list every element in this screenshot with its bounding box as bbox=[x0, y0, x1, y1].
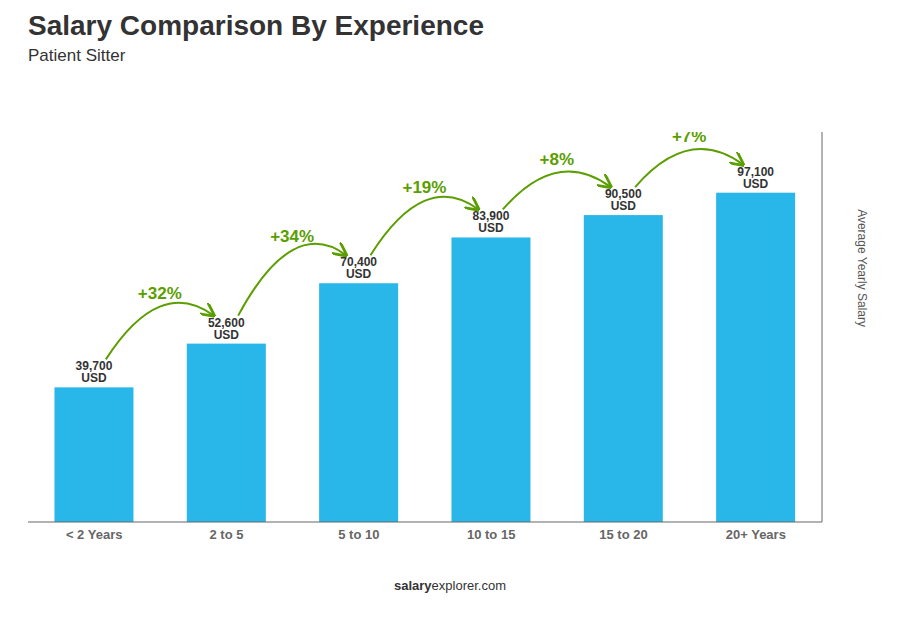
svg-text:+7%: +7% bbox=[672, 132, 707, 146]
svg-text:5 to 10: 5 to 10 bbox=[338, 527, 379, 542]
svg-text:10 to 15: 10 to 15 bbox=[467, 527, 515, 542]
html-text:Salary Comparison By Experienc: Salary Comparison By Experience bbox=[28, 10, 484, 41]
svg-text:90,500USD: 90,500USD bbox=[605, 187, 642, 213]
svg-text:70,400USD: 70,400USD bbox=[340, 255, 377, 281]
svg-text:2 to 5: 2 to 5 bbox=[210, 527, 244, 542]
svg-text:< 2 Years: < 2 Years bbox=[66, 527, 123, 542]
svg-text:15 to 20: 15 to 20 bbox=[599, 527, 647, 542]
svg-text:+32%: +32% bbox=[138, 284, 182, 303]
svg-text:Average Yearly Salary: Average Yearly Salary bbox=[855, 209, 869, 327]
svg-text:20+ Years: 20+ Years bbox=[726, 527, 786, 542]
html-text:salary explorer.com: salary explorer.com bbox=[394, 578, 506, 593]
svg-text:+19%: +19% bbox=[402, 178, 446, 197]
svg-text:83,900USD: 83,900USD bbox=[473, 209, 510, 235]
html-text:Patient Sitter: Patient Sitter bbox=[28, 46, 126, 65]
svg-text:+8%: +8% bbox=[540, 150, 575, 169]
svg-text:52,600USD: 52,600USD bbox=[208, 316, 245, 342]
svg-text:+34%: +34% bbox=[270, 227, 314, 246]
svg-text:97,100USD: 97,100USD bbox=[737, 165, 774, 191]
svg-text:39,700USD: 39,700USD bbox=[76, 359, 113, 385]
